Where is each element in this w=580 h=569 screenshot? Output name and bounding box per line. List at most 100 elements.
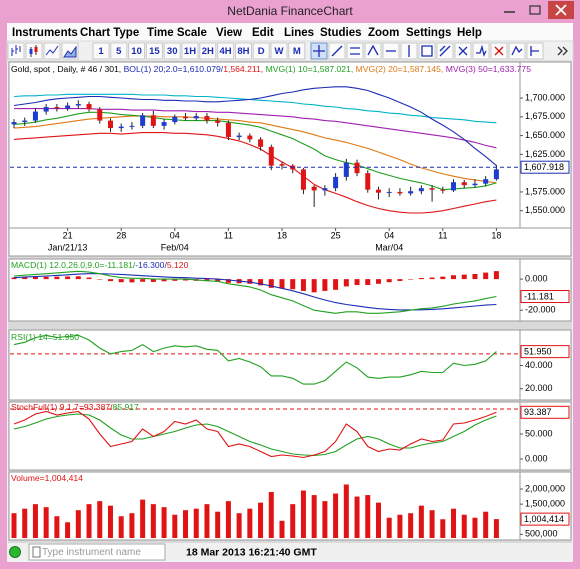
timescale-button[interactable]: 4H (217, 42, 235, 60)
tool-button[interactable] (454, 42, 472, 60)
timescale-button[interactable]: 1 (92, 42, 110, 60)
legend-entry: Gold, spot , Daily, # 46 / 301, (11, 64, 124, 74)
bar (418, 278, 424, 280)
bar-chart-button[interactable] (7, 42, 25, 60)
menu-item[interactable]: Lines (284, 27, 314, 39)
bar (32, 276, 38, 280)
menu-item[interactable]: Zoom (368, 27, 399, 39)
x-tick-label: 25 (331, 230, 341, 240)
candle-body (86, 104, 92, 110)
tool-button[interactable] (382, 42, 400, 60)
bar (461, 274, 467, 280)
bar (215, 279, 221, 282)
tool-button[interactable] (436, 42, 454, 60)
menu-item[interactable]: Help (457, 27, 482, 39)
timescale-button[interactable]: 10 (128, 42, 146, 60)
indicator-line (13, 111, 497, 191)
bar (65, 276, 71, 280)
menu-item[interactable]: Chart Type (80, 27, 139, 39)
y-tick-label: 1,700.000 (525, 92, 565, 102)
candle-body (493, 169, 499, 180)
panel-background (8, 61, 572, 257)
button-label: 1 (98, 46, 104, 57)
indicator-line (14, 108, 497, 149)
timescale-button[interactable]: 8H (234, 42, 252, 60)
legend-entry: StochFull(1) 9,1,7=93.387/ (11, 402, 113, 412)
candle-body (375, 189, 381, 193)
candle-body (365, 173, 371, 190)
tool-button[interactable] (508, 42, 526, 60)
tool-icon (367, 44, 379, 56)
tool-button[interactable] (526, 42, 544, 60)
tool-button[interactable] (310, 42, 328, 60)
candle-body (140, 115, 146, 126)
tool-icon (350, 47, 360, 55)
y-tick-label: 2,000,000 (525, 483, 565, 493)
bar (365, 495, 371, 538)
last-value-label: 1,607.918 (524, 162, 564, 172)
tool-button[interactable] (472, 42, 490, 60)
status-datetime: 18 Mar 2013 16:21:40 GMT (186, 546, 317, 558)
timescale-button[interactable]: D (252, 42, 270, 60)
bar (311, 279, 317, 293)
timescale-button[interactable]: 2H (199, 42, 217, 60)
button-frame (145, 42, 163, 60)
timescale-button[interactable]: 15 (145, 42, 163, 60)
line-chart-button[interactable] (43, 42, 61, 60)
area-chart-button[interactable] (61, 42, 79, 60)
bar (161, 279, 167, 282)
candle-body (215, 120, 221, 123)
menu-item[interactable]: Edit (252, 27, 274, 39)
candle-body (32, 111, 38, 121)
timescale-button[interactable]: 5 (110, 42, 128, 60)
menu-item[interactable]: Studies (320, 27, 362, 39)
candle-body (75, 104, 81, 106)
candle-body (11, 122, 17, 125)
chart-panel: 0.000 -20.000 -11.181 MACD(1) 12.0,26.0,9.0… (8, 258, 572, 322)
maximize-icon (529, 5, 541, 15)
tool-button[interactable] (490, 42, 508, 60)
candle-chart-button[interactable] (25, 42, 43, 60)
candle-body (258, 139, 264, 147)
bar (43, 507, 49, 538)
timescale-button[interactable]: 1H (181, 42, 199, 60)
bar (183, 279, 189, 281)
bar (408, 513, 414, 538)
timescale-button[interactable]: M (288, 42, 306, 60)
button-label: 8H (237, 46, 249, 57)
bar (204, 504, 210, 538)
bar (247, 508, 253, 538)
x-tick-label: 11 (224, 230, 233, 240)
timescale-button[interactable]: 30 (163, 42, 181, 60)
bar (375, 279, 381, 284)
tool-button[interactable] (418, 42, 436, 60)
bar (107, 279, 113, 282)
button-label: 2H (202, 46, 214, 57)
candle-body (408, 191, 414, 194)
menu-item[interactable]: Time Scale (147, 27, 207, 39)
menu-item[interactable]: View (216, 27, 242, 39)
bar (472, 517, 478, 538)
tool-button[interactable] (328, 42, 346, 60)
bar (429, 510, 435, 538)
tool-button[interactable] (346, 42, 364, 60)
menu-item[interactable]: Instruments (12, 27, 78, 39)
bar (354, 496, 360, 538)
bar (279, 279, 285, 289)
instrument-search[interactable] (28, 543, 166, 561)
search-icon (32, 546, 41, 558)
plot-area (10, 408, 520, 459)
bar (429, 277, 435, 280)
plot-area (11, 484, 499, 538)
menu-item[interactable]: Settings (406, 27, 451, 39)
bar (493, 519, 499, 538)
tool-button[interactable] (364, 42, 382, 60)
bar (183, 510, 189, 538)
toolbar-buttons: 1 5 10 15 30 1H 2H 4H 8H D W M (7, 42, 568, 60)
more-tools[interactable] (557, 46, 568, 56)
timescale-button[interactable]: W (270, 42, 288, 60)
plot-area (10, 334, 520, 385)
tool-button[interactable] (400, 42, 418, 60)
window-title: NetDania FinanceChart (227, 4, 353, 18)
